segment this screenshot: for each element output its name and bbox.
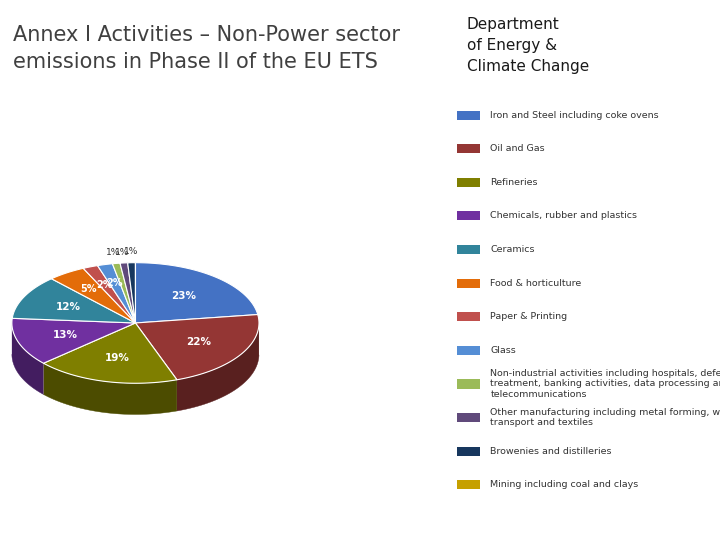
Text: Annex I Activities – Non-Power sector
emissions in Phase II of the EU ETS: Annex I Activities – Non-Power sector em… (13, 25, 400, 72)
Text: 2%: 2% (107, 278, 123, 288)
Polygon shape (12, 323, 43, 394)
Polygon shape (120, 263, 135, 323)
FancyBboxPatch shape (457, 380, 480, 389)
Text: Ceramics: Ceramics (490, 245, 535, 254)
Text: 2%: 2% (96, 280, 113, 290)
Polygon shape (84, 266, 135, 323)
Text: 1%: 1% (124, 247, 138, 256)
Polygon shape (12, 279, 135, 323)
FancyBboxPatch shape (457, 211, 480, 220)
Text: 23%: 23% (171, 291, 197, 301)
FancyBboxPatch shape (457, 178, 480, 187)
Text: Food & horticulture: Food & horticulture (490, 279, 582, 288)
Polygon shape (135, 262, 258, 323)
Polygon shape (12, 318, 135, 363)
FancyBboxPatch shape (457, 144, 480, 153)
Polygon shape (135, 315, 259, 380)
Polygon shape (51, 268, 135, 323)
Text: 1%: 1% (106, 248, 120, 257)
Text: Mining including coal and clays: Mining including coal and clays (490, 480, 639, 489)
Text: 22%: 22% (186, 337, 212, 347)
Polygon shape (127, 262, 135, 323)
Text: 19%: 19% (105, 353, 130, 363)
FancyBboxPatch shape (457, 245, 480, 254)
Text: 5%: 5% (81, 284, 96, 294)
Text: Glass: Glass (490, 346, 516, 355)
Text: Browenies and distilleries: Browenies and distilleries (490, 447, 612, 456)
FancyBboxPatch shape (457, 447, 480, 456)
FancyBboxPatch shape (457, 480, 480, 489)
Polygon shape (112, 263, 135, 323)
FancyBboxPatch shape (457, 346, 480, 355)
FancyBboxPatch shape (457, 111, 480, 120)
Polygon shape (97, 264, 135, 323)
Text: Iron and Steel including coke ovens: Iron and Steel including coke ovens (490, 111, 659, 119)
Text: Paper & Printing: Paper & Printing (490, 312, 567, 321)
Polygon shape (43, 323, 177, 383)
Text: Refineries: Refineries (490, 178, 538, 187)
FancyBboxPatch shape (457, 312, 480, 321)
Text: Chemicals, rubber and plastics: Chemicals, rubber and plastics (490, 211, 637, 220)
FancyBboxPatch shape (457, 413, 480, 422)
Text: 12%: 12% (56, 302, 81, 312)
FancyBboxPatch shape (457, 279, 480, 288)
Text: Oil and Gas: Oil and Gas (490, 144, 545, 153)
Polygon shape (177, 325, 259, 411)
Text: Non-industrial activities including hospitals, defence, sewage-
treatment, banki: Non-industrial activities including hosp… (490, 369, 720, 399)
Text: 1%: 1% (114, 248, 129, 256)
Text: Department
of Energy &
Climate Change: Department of Energy & Climate Change (467, 17, 589, 75)
Text: 13%: 13% (53, 329, 78, 340)
Polygon shape (43, 363, 177, 414)
Text: Other manufacturing including metal forming, wood, tobacco,
transport and textil: Other manufacturing including metal form… (490, 408, 720, 427)
